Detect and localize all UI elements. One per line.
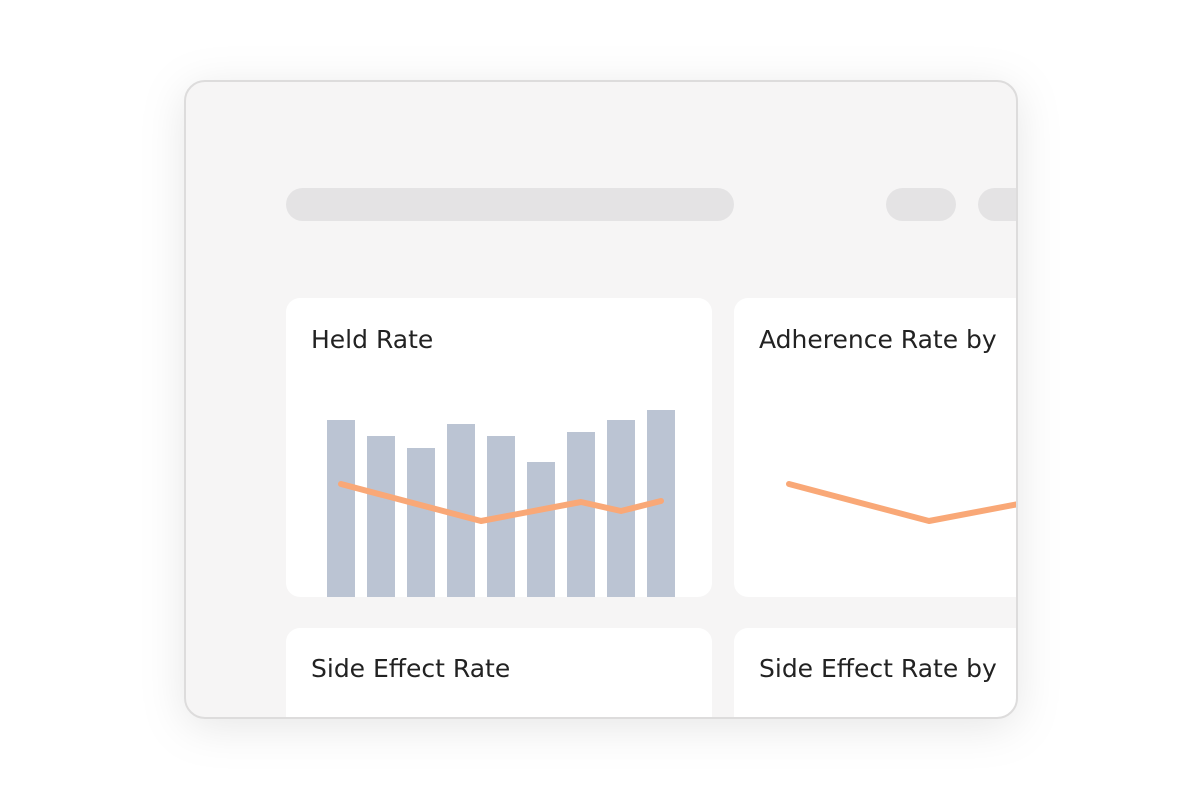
window: Held Rate Adherence Rate by Side Effect … xyxy=(286,188,1160,800)
bar xyxy=(327,420,355,597)
pill-button[interactable] xyxy=(978,188,1068,221)
trend-line xyxy=(338,481,664,524)
window-border xyxy=(184,80,1018,719)
bar xyxy=(367,436,395,597)
bar xyxy=(407,448,435,597)
card[interactable] xyxy=(734,298,1160,597)
card[interactable] xyxy=(286,628,712,800)
pill-button[interactable] xyxy=(886,188,956,221)
card-title: Side Effect Rate xyxy=(311,654,510,683)
bar xyxy=(567,432,595,597)
search-bar[interactable] xyxy=(286,188,734,221)
card-title: Side Effect Rate by xyxy=(759,654,997,683)
card[interactable] xyxy=(734,628,1160,800)
trend-line xyxy=(786,481,1017,524)
card-title: Held Rate xyxy=(311,325,433,354)
bar xyxy=(527,462,555,597)
card-title: Adherence Rate by xyxy=(759,325,997,354)
